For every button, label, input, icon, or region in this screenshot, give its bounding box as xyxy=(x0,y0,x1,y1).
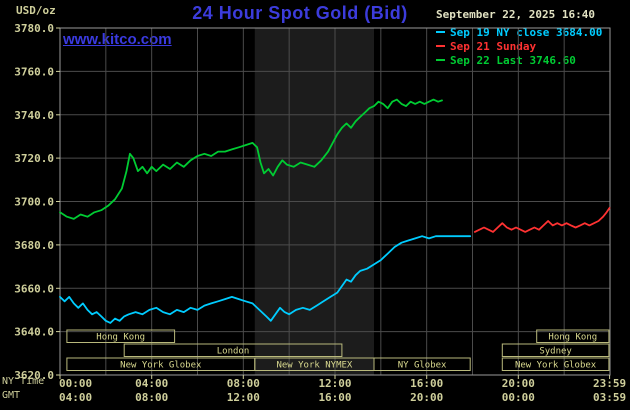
y-tick-label: 3720.0 xyxy=(14,152,54,165)
y-tick-label: 3740.0 xyxy=(14,109,54,122)
x-tick-ny-label: 20:00 xyxy=(502,377,535,390)
session-label: New York Globex xyxy=(120,361,202,371)
y-tick-label: 3680.0 xyxy=(14,239,54,252)
session-box xyxy=(66,329,176,343)
legend-item: Sep 22 Last 3746.60 xyxy=(436,53,602,67)
session-label: Sydney xyxy=(539,347,572,357)
price-line-sep19-ny-close xyxy=(59,235,472,324)
x-tick-ny-label: 16:00 xyxy=(410,377,443,390)
session-label: New York Globex xyxy=(515,361,597,371)
x-tick-gmt-label: 08:00 xyxy=(135,391,168,404)
legend-label: Sep 21 Sunday xyxy=(450,39,537,53)
x-tick-ny-label: 04:00 xyxy=(135,377,168,390)
legend-dash-icon xyxy=(436,59,445,61)
session-label: Hong Kong xyxy=(548,333,597,343)
session-label: NY Globex xyxy=(398,361,447,371)
session-box xyxy=(123,343,343,357)
y-tick-label: 3640.0 xyxy=(14,326,54,339)
x-tick-ny-label: 00:00 xyxy=(59,377,92,390)
x-tick-gmt-label: 04:00 xyxy=(59,391,92,404)
y-tick-label: 3700.0 xyxy=(14,196,54,209)
session-box xyxy=(501,343,610,357)
gmt-axis-label: GMT xyxy=(2,390,21,401)
x-tick-ny-label: 12:00 xyxy=(318,377,351,390)
y-tick-label: 3760.0 xyxy=(14,65,54,78)
y-tick-label: 3660.0 xyxy=(14,282,54,295)
legend-dash-icon xyxy=(436,45,445,47)
x-tick-gmt-label: 12:00 xyxy=(227,391,260,404)
legend-dash-icon xyxy=(436,31,445,33)
price-line-sep22-last xyxy=(59,98,443,220)
x-tick-gmt-label: 20:00 xyxy=(410,391,443,404)
x-tick-gmt-label: 03:59 xyxy=(593,391,626,404)
x-tick-ny-label: 23:59 xyxy=(593,377,626,390)
session-label: London xyxy=(217,347,250,357)
session-label: New York NYMEX xyxy=(276,361,352,371)
session-box xyxy=(373,357,471,371)
legend-item: Sep 21 Sunday xyxy=(436,39,602,53)
x-tick-gmt-label: 16:00 xyxy=(318,391,351,404)
session-box xyxy=(501,357,610,371)
price-line-sep21-sunday xyxy=(473,207,611,233)
y-tick-label: 3780.0 xyxy=(14,22,54,35)
page-title: 24 Hour Spot Gold (Bid) xyxy=(192,3,408,23)
x-tick-gmt-label: 00:00 xyxy=(502,391,535,404)
chart-date: September 22, 2025 16:40 xyxy=(436,8,595,21)
y-tick-label: 3620.0 xyxy=(14,369,54,382)
kitco-website-link[interactable]: www.kitco.com xyxy=(63,31,172,48)
session-box xyxy=(536,329,610,343)
legend-label: Sep 22 Last 3746.60 xyxy=(450,53,576,67)
ny-time-axis-label: NY Time xyxy=(2,376,45,387)
session-label: Hong Kong xyxy=(96,333,145,343)
x-tick-ny-label: 08:00 xyxy=(227,377,260,390)
y-axis-unit-label: USD/oz xyxy=(16,4,56,17)
